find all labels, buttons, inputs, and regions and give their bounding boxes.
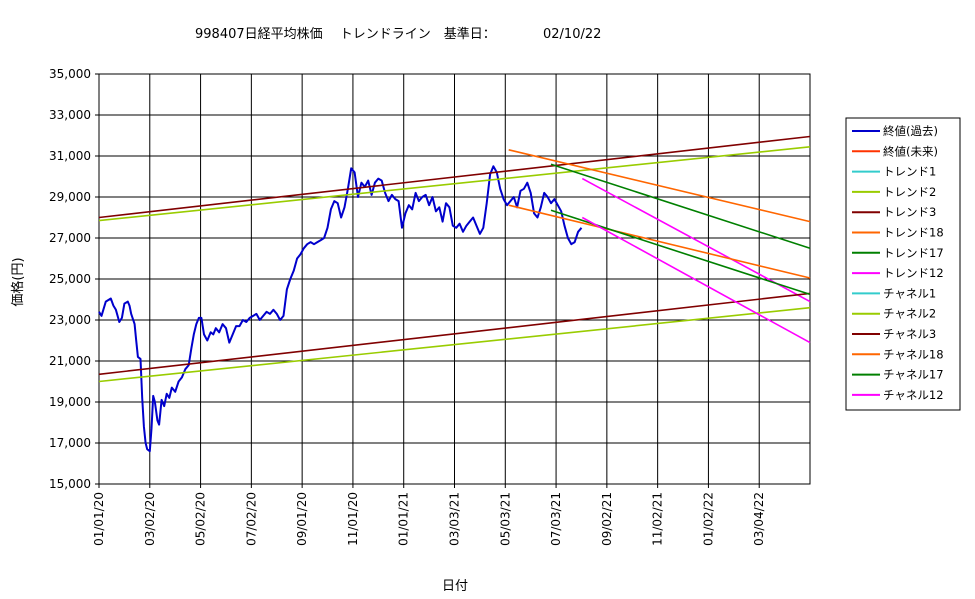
x-tick-label: 01/01/21 <box>397 492 411 546</box>
y-axis-label: 価格(円) <box>10 257 26 306</box>
legend: 終値(過去) 終値(未来) トレンド1 トレンド2 トレンド3 トレンド18 トレンド17 ト… <box>845 117 961 411</box>
legend-label: チャネル18 <box>883 347 944 361</box>
chart-base-date: 02/10/22 <box>543 27 601 42</box>
y-tick-label: 35,000 <box>49 67 91 81</box>
legend-label: チャネル3 <box>883 327 936 341</box>
legend-label: 終値(過去) <box>883 124 938 138</box>
x-tick-label: 03/02/20 <box>143 492 157 546</box>
legend-label: トレンド1 <box>883 165 936 179</box>
x-tick-label: 05/03/21 <box>498 492 512 546</box>
series-line-0 <box>98 165 583 453</box>
legend-label: トレンド17 <box>883 246 944 260</box>
legend-label: チャネル12 <box>883 388 944 402</box>
x-tick-label: 11/02/21 <box>651 492 665 546</box>
y-tick-label: 25,000 <box>49 272 91 286</box>
legend-box <box>845 117 961 411</box>
x-tick-label: 11/01/20 <box>346 492 360 546</box>
y-tick-label: 33,000 <box>49 108 91 122</box>
series-line-7 <box>581 177 811 303</box>
y-tick-label: 15,000 <box>49 477 91 491</box>
x-tick-label: 03/03/21 <box>448 492 462 546</box>
x-tick-label: 03/04/22 <box>752 492 766 546</box>
legend-label: トレンド12 <box>883 266 944 280</box>
series-lines <box>98 135 811 453</box>
x-tick-label: 05/02/20 <box>194 492 208 546</box>
x-axis-label: 日付 <box>442 579 468 594</box>
chart-title: 998407日経平均株価 トレンドライン 基準日： <box>195 26 496 42</box>
x-axis: 01/01/20 03/02/20 05/02/20 07/02/20 09/01/20… <box>92 484 766 546</box>
series-line-5 <box>508 149 811 223</box>
x-tick-label: 07/03/21 <box>549 492 563 546</box>
y-tick-label: 21,000 <box>49 354 91 368</box>
y-tick-label: 19,000 <box>49 395 91 409</box>
series-line-4 <box>98 135 811 219</box>
x-tick-label: 09/02/21 <box>600 492 614 546</box>
y-axis: 15,000 17,000 19,000 21,000 23,000 25,000 27,0… <box>49 67 99 491</box>
legend-label: トレンド3 <box>883 205 936 219</box>
legend-label: トレンド18 <box>883 226 944 240</box>
x-tick-label: 01/01/20 <box>92 492 106 546</box>
series-line-9 <box>98 306 811 383</box>
legend-label: トレンド2 <box>883 185 936 199</box>
series-line-3 <box>98 146 811 222</box>
series-line-13 <box>581 216 811 344</box>
legend-label: 終値(未来) <box>883 144 938 158</box>
y-tick-label: 23,000 <box>49 313 91 327</box>
legend-label: チャネル17 <box>883 368 944 382</box>
series-line-6 <box>550 163 811 250</box>
y-tick-label: 29,000 <box>49 190 91 204</box>
y-tick-label: 17,000 <box>49 436 91 450</box>
series-line-10 <box>98 292 811 376</box>
y-tick-label: 31,000 <box>49 149 91 163</box>
y-tick-label: 27,000 <box>49 231 91 245</box>
legend-label: チャネル1 <box>883 286 936 300</box>
x-tick-label: 01/02/22 <box>701 492 715 546</box>
legend-label: チャネル2 <box>883 307 936 321</box>
x-tick-label: 09/01/20 <box>295 492 309 546</box>
series-line-11 <box>508 204 811 279</box>
x-tick-label: 07/02/20 <box>244 492 258 546</box>
